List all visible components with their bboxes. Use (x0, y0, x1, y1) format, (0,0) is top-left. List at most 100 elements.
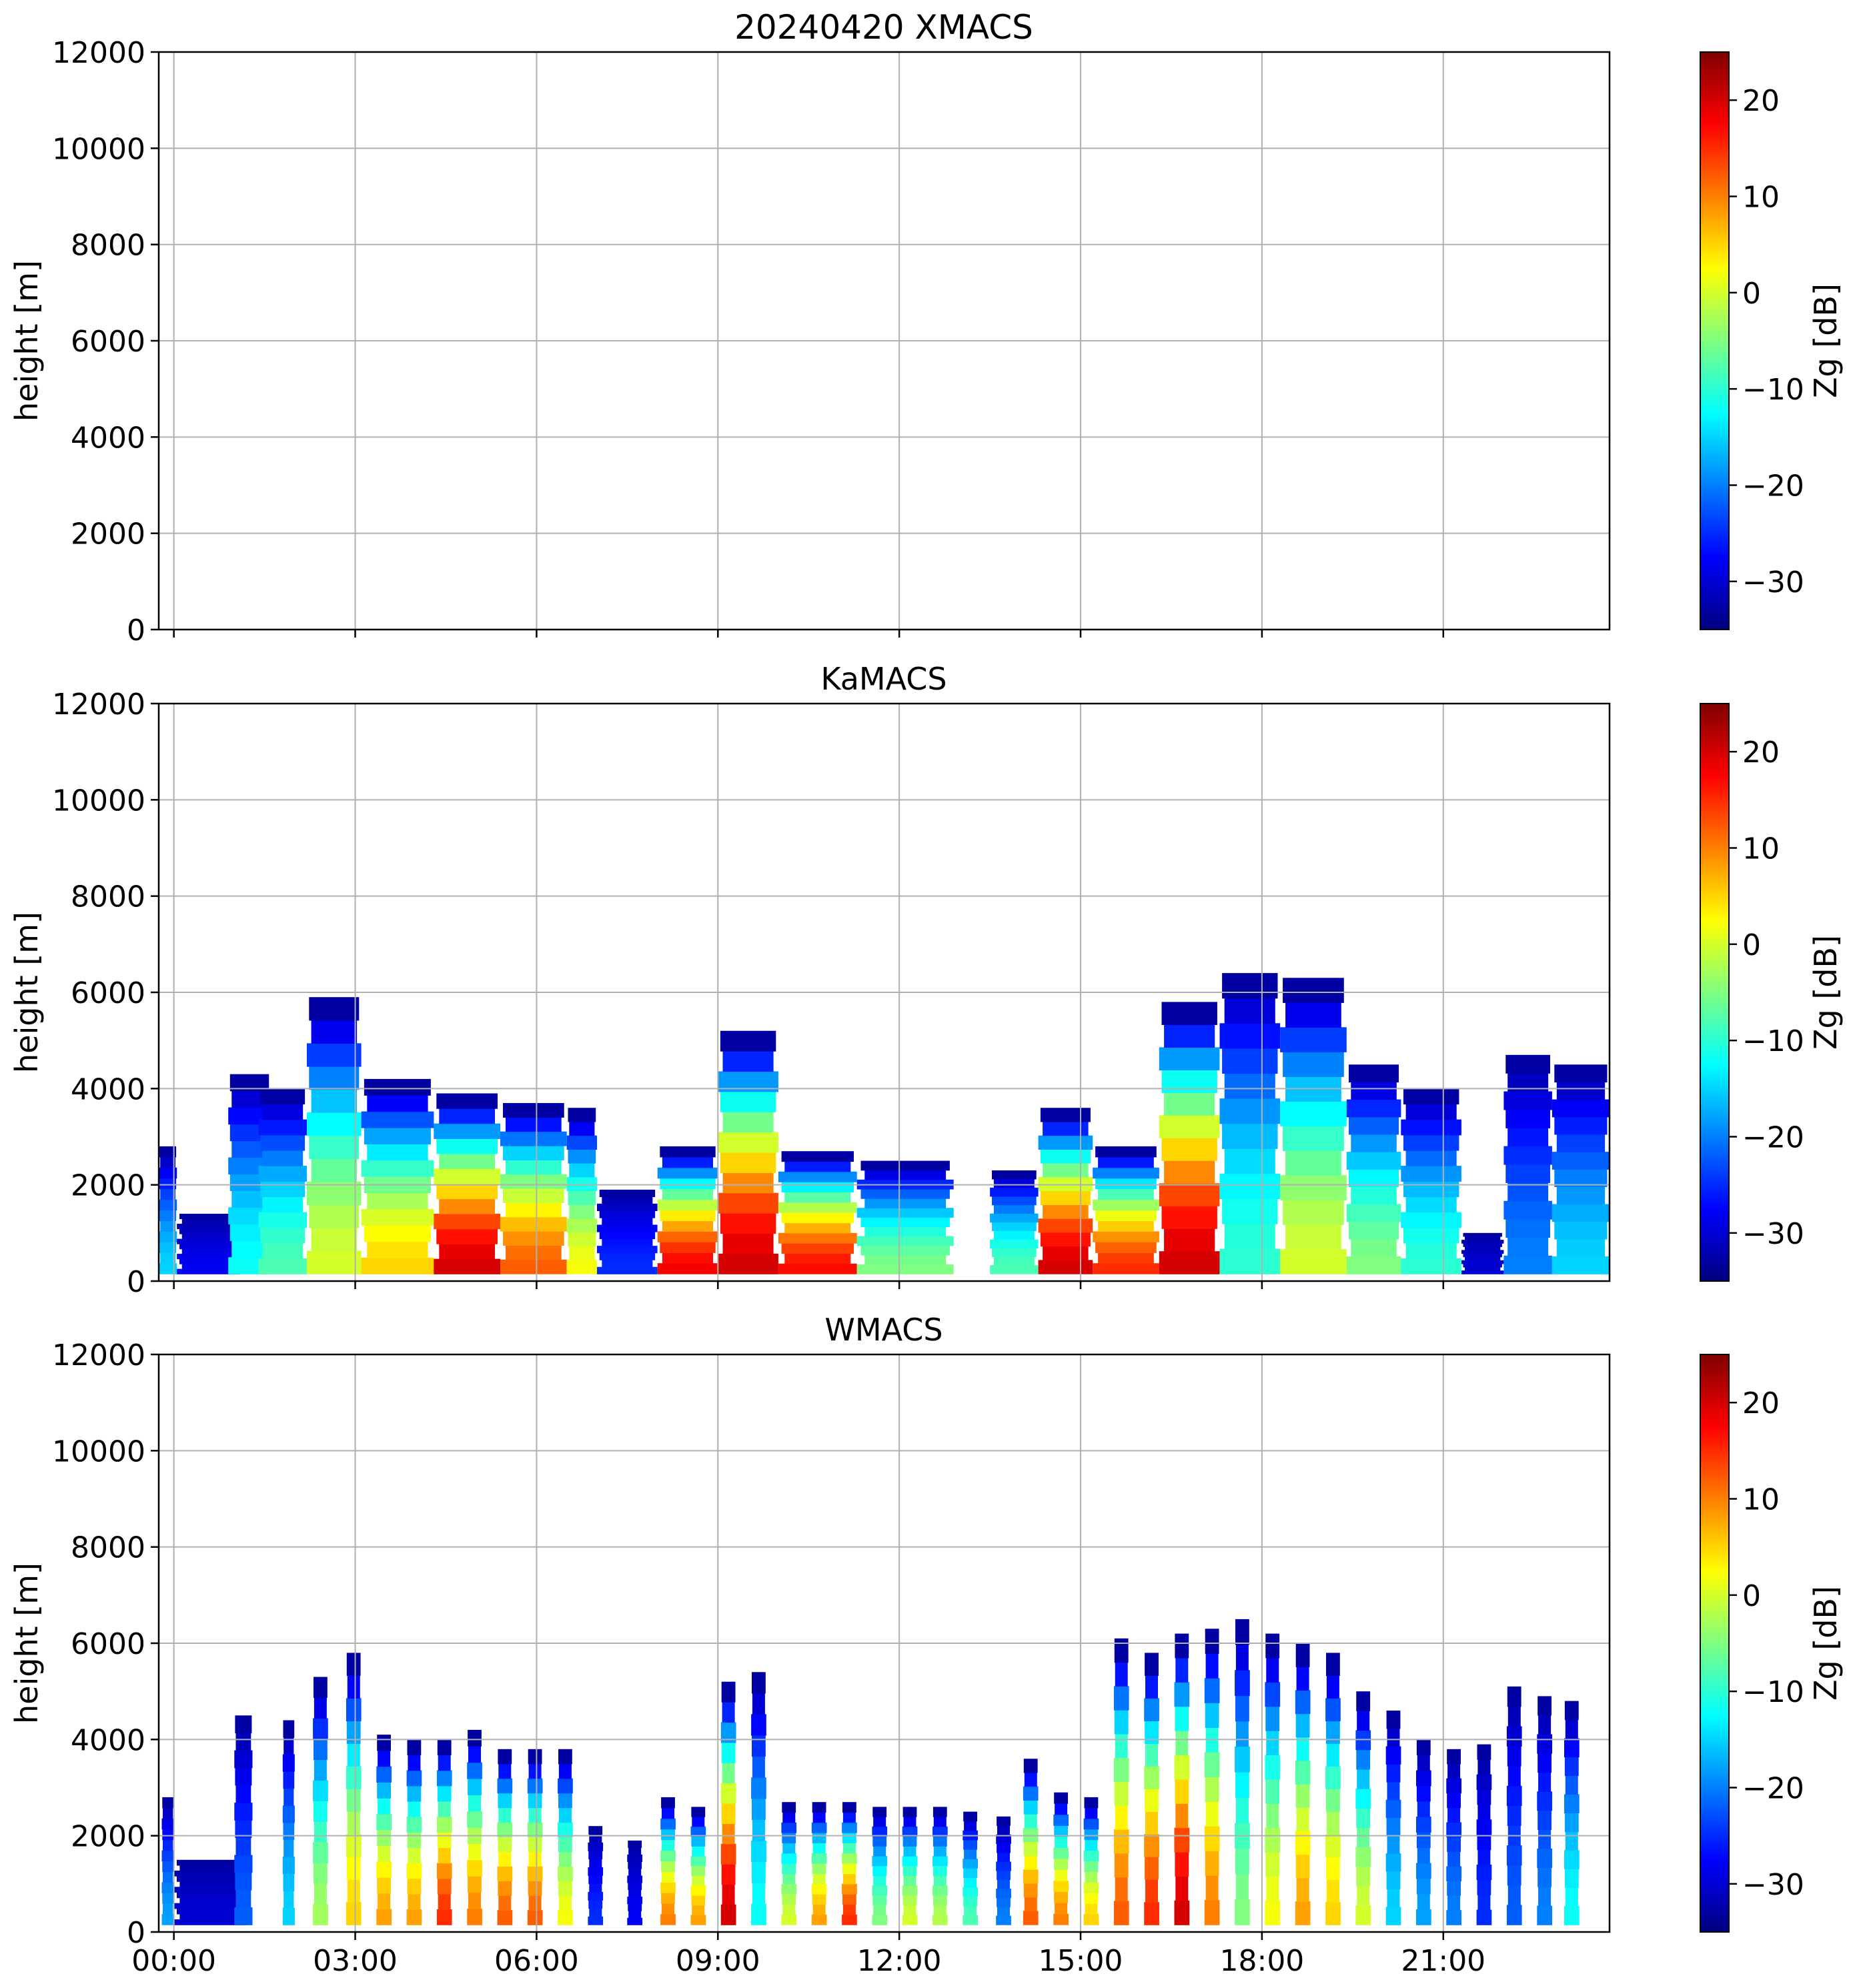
echo-cell (1507, 1746, 1521, 1767)
echo-cell (1356, 1866, 1371, 1887)
echo-cell (1205, 1851, 1219, 1876)
echo-column (660, 1797, 676, 1925)
echo-cell (1355, 1905, 1371, 1925)
echo-cell (627, 1875, 642, 1883)
echo-cell (1349, 1116, 1399, 1135)
echo-cell (597, 1246, 658, 1254)
echo-cell (1219, 1023, 1281, 1049)
echo-cell (498, 1749, 512, 1765)
echo-cell (569, 1163, 595, 1178)
echo-cell (1144, 1698, 1159, 1721)
echo-cell (1554, 1221, 1608, 1240)
echo-cell (1043, 1204, 1089, 1219)
echo-cell (903, 1846, 916, 1857)
echo-column (781, 1802, 797, 1925)
echo-cell (1416, 1770, 1431, 1787)
echo-cell (1506, 1726, 1522, 1747)
echo-cell (1554, 1064, 1608, 1083)
echo-cell (498, 1881, 512, 1896)
echo-cell (283, 1891, 294, 1909)
echo-cell (1477, 1759, 1491, 1775)
echo-cell (1280, 1249, 1347, 1274)
echo-cell (721, 1742, 736, 1763)
panel-title: WMACS (824, 1312, 943, 1348)
echo-column (1113, 1638, 1129, 1925)
echo-cell (1023, 1800, 1038, 1815)
echo-cell (173, 1903, 247, 1909)
echo-cell (1476, 1774, 1492, 1790)
colorbar-label: Zg [dB] (1808, 283, 1844, 398)
y-tick-label: 8000 (71, 1531, 145, 1565)
echo-cell (662, 1839, 674, 1851)
echo-cell (1295, 1901, 1311, 1925)
echo-column (307, 997, 362, 1274)
echo-cell (260, 1134, 305, 1151)
echo-cell (589, 1834, 602, 1843)
echo-cell (159, 1146, 177, 1158)
echo-column (1295, 1643, 1311, 1925)
echo-column (467, 1729, 482, 1925)
echo-layer (161, 1619, 1580, 1925)
echo-column (1564, 1701, 1580, 1925)
echo-cell (661, 1829, 675, 1841)
echo-cell (234, 1855, 253, 1873)
echo-cell (282, 1907, 295, 1925)
echo-column (1503, 1054, 1552, 1274)
echo-cell (963, 1915, 978, 1925)
echo-cell (1505, 1054, 1550, 1074)
y-tick-label: 4000 (71, 1072, 145, 1106)
echo-cell (660, 1818, 676, 1830)
echo-cell (364, 1078, 431, 1096)
echo-cell (179, 1244, 238, 1250)
echo-cell (997, 1879, 1010, 1889)
y-tick-label: 12000 (52, 688, 145, 722)
echo-cell (1205, 1875, 1219, 1901)
echo-cell (1417, 1801, 1430, 1817)
echo-cell (1463, 1263, 1502, 1268)
echo-cell (407, 1739, 422, 1756)
echo-cell (1098, 1188, 1154, 1200)
echo-cell (657, 1263, 718, 1274)
echo-cell (177, 1268, 241, 1274)
echo-cell (311, 1089, 358, 1113)
echo-cell (438, 1893, 451, 1910)
echo-cell (992, 1222, 1037, 1232)
echo-cell (528, 1749, 542, 1765)
panel-title: 20240420 XMACS (734, 8, 1033, 47)
colorbar-label: Zg [dB] (1808, 1586, 1844, 1701)
echo-cell (258, 1212, 307, 1228)
echo-cell (992, 1248, 1037, 1257)
echo-cell (1351, 1186, 1397, 1205)
echo-cell (662, 1903, 674, 1915)
echo-cell (177, 1908, 243, 1915)
echo-cell (690, 1826, 706, 1837)
echo-cell (569, 1121, 595, 1136)
echo-cell (346, 1766, 362, 1789)
echo-cell (860, 1160, 950, 1171)
echo-cell (933, 1875, 947, 1886)
colorbar-tick-label: −10 (1742, 1024, 1804, 1058)
echo-cell (1416, 1909, 1431, 1925)
echo-cell (160, 1188, 175, 1200)
echo-cell (1564, 1906, 1580, 1925)
echo-cell (1285, 1224, 1341, 1250)
echo-cell (588, 1916, 604, 1925)
echo-cell (1266, 1658, 1279, 1683)
echo-cell (1161, 1002, 1217, 1025)
y-tick-label: 4000 (71, 1723, 145, 1757)
echo-column (361, 1078, 434, 1274)
echo-cell (782, 1904, 796, 1915)
echo-cell (1040, 1149, 1091, 1164)
echo-cell (1326, 1721, 1340, 1744)
echo-cell (1095, 1242, 1157, 1253)
echo-cell (873, 1817, 886, 1827)
echo-cell (660, 1242, 716, 1253)
echo-cell (437, 1739, 452, 1756)
echo-cell (1024, 1814, 1037, 1829)
echo-cell (842, 1843, 856, 1854)
echo-cell (1161, 1070, 1217, 1093)
echo-cell (1507, 1865, 1521, 1886)
echo-cell (751, 1903, 766, 1925)
echo-cell (1385, 1853, 1401, 1872)
echo-cell (1164, 1160, 1215, 1184)
